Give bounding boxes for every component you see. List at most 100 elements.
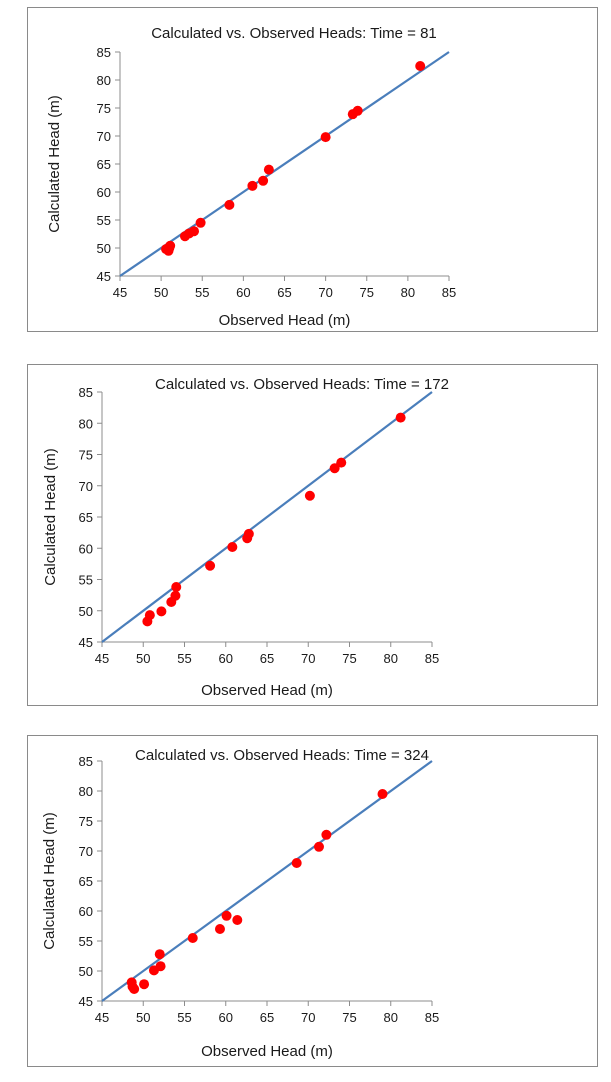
x-tick-label: 85 bbox=[442, 285, 456, 300]
y-tick-label: 75 bbox=[79, 814, 93, 829]
x-axis-title: Observed Head (m) bbox=[219, 312, 351, 329]
y-tick-label: 75 bbox=[97, 101, 111, 116]
y-tick-label: 45 bbox=[97, 269, 111, 284]
y-tick-label: 55 bbox=[97, 213, 111, 228]
x-tick-label: 70 bbox=[301, 651, 315, 666]
chart-panel-time-324: 45 50 55 60 65 70 75 80 85 45 50 55 60 65 70 75 80 85 Calc… bbox=[27, 735, 598, 1067]
data-point bbox=[247, 180, 258, 191]
data-point bbox=[165, 240, 176, 251]
y-tick-label: 70 bbox=[79, 479, 93, 494]
data-point bbox=[336, 457, 347, 468]
y-tick-label: 75 bbox=[79, 448, 93, 463]
data-point bbox=[189, 226, 200, 237]
y-tick-label: 45 bbox=[79, 994, 93, 1009]
x-axis-title: Observed Head (m) bbox=[201, 682, 333, 699]
y-tick-label: 80 bbox=[97, 73, 111, 88]
x-tick-label: 60 bbox=[219, 651, 233, 666]
data-point bbox=[263, 164, 274, 175]
x-tick-label: 65 bbox=[277, 285, 291, 300]
y-tick-label: 85 bbox=[79, 754, 93, 769]
chart-title: Calculated vs. Observed Heads: Time = 17… bbox=[155, 376, 449, 393]
data-point bbox=[352, 105, 363, 116]
data-point bbox=[221, 910, 232, 921]
x-tick-label: 50 bbox=[136, 1010, 150, 1025]
data-point bbox=[170, 590, 181, 601]
y-tick-label: 45 bbox=[79, 635, 93, 650]
y-tick-label: 55 bbox=[79, 573, 93, 588]
x-tick-label: 80 bbox=[384, 1010, 398, 1025]
chart-panel-time-81: 45 50 55 60 65 70 75 80 85 45 50 55 60 65 70 75 80 85 Calc… bbox=[27, 7, 598, 332]
x-tick-label: 75 bbox=[342, 1010, 356, 1025]
data-point bbox=[155, 961, 166, 972]
data-point bbox=[329, 463, 340, 474]
x-tick-label: 75 bbox=[342, 651, 356, 666]
x-tick-label: 55 bbox=[195, 285, 209, 300]
data-point bbox=[377, 789, 388, 799]
data-point bbox=[243, 528, 254, 539]
x-tick-label: 50 bbox=[154, 285, 168, 300]
data-point bbox=[144, 610, 155, 621]
data-point bbox=[313, 841, 324, 852]
data-point bbox=[232, 915, 243, 925]
y-axis-title: Calculated Head (m) bbox=[42, 448, 59, 586]
x-tick-label: 70 bbox=[318, 285, 332, 300]
y-tick-label: 70 bbox=[97, 129, 111, 144]
data-point bbox=[258, 175, 269, 186]
x-tick-label: 80 bbox=[401, 285, 415, 300]
x-tick-label: 70 bbox=[301, 1010, 315, 1025]
one-to-one-line bbox=[101, 391, 433, 643]
y-tick-label: 70 bbox=[79, 844, 93, 859]
y-tick-label: 65 bbox=[79, 874, 93, 889]
x-tick-label: 45 bbox=[95, 651, 109, 666]
y-tick-label: 60 bbox=[79, 541, 93, 556]
data-point bbox=[187, 933, 198, 943]
y-tick-label: 50 bbox=[79, 964, 93, 979]
chart-title: Calculated vs. Observed Heads: Time = 81 bbox=[151, 25, 437, 42]
x-tick-label: 60 bbox=[219, 1010, 233, 1025]
x-tick-label: 55 bbox=[177, 651, 191, 666]
x-tick-label: 80 bbox=[384, 651, 398, 666]
x-tick-label: 85 bbox=[425, 1010, 439, 1025]
data-point bbox=[171, 582, 182, 592]
x-tick-label: 75 bbox=[360, 285, 374, 300]
chart-panel-time-172: 45 50 55 60 65 70 75 80 85 45 50 55 60 65 70 75 80 85 Calc… bbox=[27, 364, 598, 706]
data-point bbox=[195, 217, 206, 228]
x-tick-label: 55 bbox=[177, 1010, 191, 1025]
y-tick-label: 60 bbox=[97, 185, 111, 200]
data-point bbox=[321, 829, 332, 840]
data-point bbox=[156, 606, 167, 617]
x-tick-label: 85 bbox=[425, 651, 439, 666]
x-tick-label: 50 bbox=[136, 651, 150, 666]
x-axis-title: Observed Head (m) bbox=[201, 1043, 333, 1060]
x-tick-label: 60 bbox=[236, 285, 250, 300]
data-point bbox=[304, 490, 315, 501]
y-tick-label: 60 bbox=[79, 904, 93, 919]
y-tick-label: 80 bbox=[79, 784, 93, 799]
one-to-one-line bbox=[119, 51, 450, 277]
data-point bbox=[291, 858, 302, 868]
data-point bbox=[320, 132, 331, 143]
data-point bbox=[415, 61, 426, 71]
data-point bbox=[139, 979, 150, 990]
y-tick-label: 85 bbox=[79, 385, 93, 400]
x-tick-label: 45 bbox=[113, 285, 127, 300]
data-point bbox=[224, 199, 235, 210]
y-tick-label: 80 bbox=[79, 416, 93, 431]
y-axis-title: Calculated Head (m) bbox=[41, 812, 58, 950]
data-point bbox=[227, 542, 238, 552]
y-axis-title: Calculated Head (m) bbox=[46, 95, 63, 233]
y-tick-label: 85 bbox=[97, 45, 111, 60]
x-tick-label: 65 bbox=[260, 1010, 274, 1025]
x-tick-label: 45 bbox=[95, 1010, 109, 1025]
y-tick-label: 50 bbox=[79, 604, 93, 619]
data-point bbox=[395, 412, 406, 423]
data-point bbox=[205, 560, 216, 571]
x-tick-label: 65 bbox=[260, 651, 274, 666]
chart-title: Calculated vs. Observed Heads: Time = 32… bbox=[135, 747, 429, 764]
data-point bbox=[129, 984, 140, 994]
y-tick-label: 65 bbox=[97, 157, 111, 172]
data-point bbox=[214, 924, 225, 934]
chart-svg: 45 50 55 60 65 70 75 80 85 45 50 55 60 65 70 75 80 85 Calc… bbox=[41, 747, 439, 1060]
y-tick-label: 55 bbox=[79, 934, 93, 949]
one-to-one-line bbox=[101, 760, 433, 1002]
